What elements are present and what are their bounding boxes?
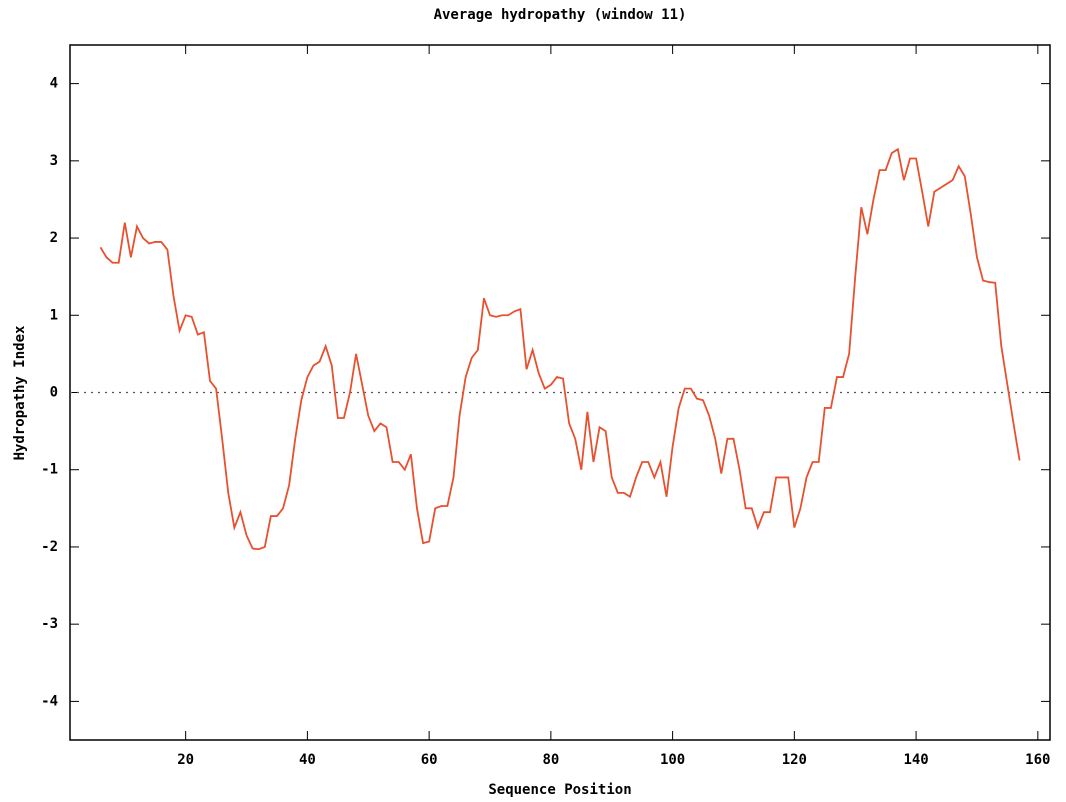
- y-tick-label: -2: [41, 539, 58, 555]
- y-tick-label: -1: [41, 462, 58, 478]
- y-axis-label: Hydropathy Index: [12, 325, 28, 460]
- x-tick-label: 140: [903, 752, 928, 768]
- x-tick-label: 100: [660, 752, 685, 768]
- y-tick-label: 3: [50, 153, 58, 169]
- x-tick-label: 80: [542, 752, 559, 768]
- y-tick-label: -4: [41, 693, 58, 709]
- x-tick-label: 160: [1025, 752, 1050, 768]
- data-line: [99, 147, 1021, 551]
- y-tick-label: 0: [50, 385, 58, 401]
- y-tick-label: 4: [50, 76, 58, 92]
- y-tick-label: 1: [50, 307, 58, 323]
- x-tick-label: 120: [782, 752, 807, 768]
- x-tick-label: 40: [299, 752, 316, 768]
- y-tick-label: 2: [50, 230, 58, 246]
- x-tick-label: 20: [177, 752, 194, 768]
- chart-title: Average hydropathy (window 11): [434, 7, 687, 23]
- y-tick-label: -3: [41, 616, 58, 632]
- x-axis-label: Sequence Position: [488, 782, 631, 798]
- x-tick-label: 60: [421, 752, 438, 768]
